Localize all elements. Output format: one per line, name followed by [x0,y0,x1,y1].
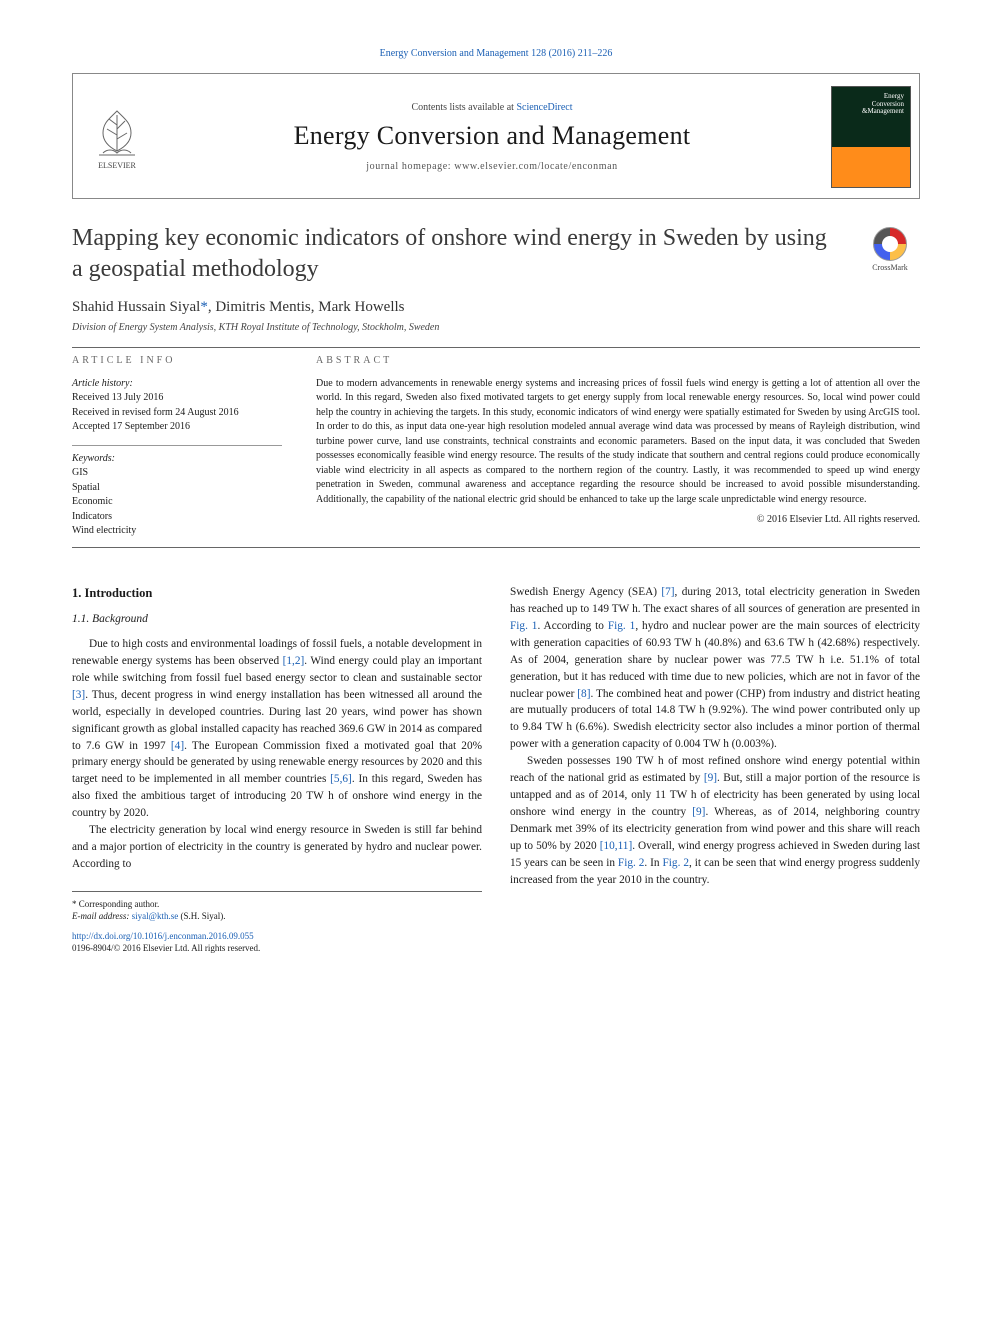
paragraph-4: Sweden possesses 190 TW h of most refine… [510,753,920,889]
article-title: Mapping key economic indicators of onsho… [72,223,840,285]
paragraph-2: The electricity generation by local wind… [72,822,482,873]
keywords-head: Keywords: [72,452,282,467]
crossmark-label: CrossMark [872,263,908,272]
p3c: . According to [537,620,607,632]
journal-cover-thumb: Energy Conversion &Management [831,86,911,188]
elsevier-label: ELSEVIER [98,161,136,170]
journal-reference: Energy Conversion and Management 128 (20… [72,48,920,59]
ref-4[interactable]: [4] [171,740,184,752]
ref-8[interactable]: [8] [577,688,590,700]
corresponding-marker-link[interactable]: * [200,299,208,315]
sciencedirect-link[interactable]: ScienceDirect [516,102,572,113]
abstract-copyright: © 2016 Elsevier Ltd. All rights reserved… [316,513,920,528]
p4e: . In [644,857,662,869]
column-left: 1. Introduction 1.1. Background Due to h… [72,584,482,955]
section-1-head: 1. Introduction [72,584,482,603]
history-head: Article history: [72,377,282,392]
issn-line: 0196-8904/© 2016 Elsevier Ltd. All right… [72,942,482,954]
journal-homepage: journal homepage: www.elsevier.com/locat… [153,161,831,172]
p3a: Swedish Energy Agency (SEA) [510,586,661,598]
journal-header: ELSEVIER Contents lists available at Sci… [72,73,920,199]
keywords-divider [72,445,282,446]
email-label: E-mail address: [72,911,132,921]
homepage-label: journal homepage: [366,161,454,172]
keyword-0: GIS [72,466,282,481]
abstract-head: ABSTRACT [316,354,920,369]
fig-2-link-b[interactable]: Fig. 2 [663,857,689,869]
contents-lists-line: Contents lists available at ScienceDirec… [153,102,831,113]
keyword-1: Spatial [72,481,282,496]
keyword-2: Economic [72,495,282,510]
homepage-url[interactable]: www.elsevier.com/locate/enconman [454,161,618,172]
ref-9b[interactable]: [9] [692,806,705,818]
fig-2-link[interactable]: Fig. 2 [618,857,644,869]
paragraph-1: Due to high costs and environmental load… [72,636,482,822]
email-tail: (S.H. Siyal). [178,911,225,921]
article-info: ARTICLE INFO Article history: Received 1… [72,354,282,539]
meta-divider-top [72,347,920,348]
keyword-4: Wind electricity [72,524,282,539]
paragraph-3: Swedish Energy Agency (SEA) [7], during … [510,584,920,753]
fig-1-link-b[interactable]: Fig. 1 [608,620,635,632]
journal-title: Energy Conversion and Management [153,121,831,151]
section-1-1-head: 1.1. Background [72,611,482,628]
ref-5-6[interactable]: [5,6] [330,773,352,785]
contents-lists-text: Contents lists available at [411,102,516,113]
authors-rest: , Dimitris Mentis, Mark Howells [208,299,405,315]
elsevier-tree-icon [89,105,145,161]
revised-date: Received in revised form 24 August 2016 [72,406,282,421]
meta-divider-bottom [72,547,920,548]
accepted-date: Accepted 17 September 2016 [72,420,282,435]
doi-link[interactable]: http://dx.doi.org/10.1016/j.enconman.201… [72,931,254,941]
footnote-block: * Corresponding author. E-mail address: … [72,891,482,955]
ref-10-11[interactable]: [10,11] [600,840,633,852]
crossmark-badge[interactable]: CrossMark [860,227,920,272]
author-1: Shahid Hussain Siyal [72,299,200,315]
abstract-text: Due to modern advancements in renewable … [316,377,920,508]
fig-1-link[interactable]: Fig. 1 [510,620,537,632]
column-right: Swedish Energy Agency (SEA) [7], during … [510,584,920,955]
author-email[interactable]: siyal@kth.se [132,911,179,921]
keyword-3: Indicators [72,510,282,525]
ref-9[interactable]: [9] [704,772,717,784]
cover-title: Energy Conversion &Management [862,93,904,116]
authors-line: Shahid Hussain Siyal*, Dimitris Mentis, … [72,299,920,316]
abstract-block: ABSTRACT Due to modern advancements in r… [316,354,920,539]
affiliation: Division of Energy System Analysis, KTH … [72,322,920,333]
corresponding-note: * Corresponding author. [72,898,482,910]
ref-3[interactable]: [3] [72,689,85,701]
received-date: Received 13 July 2016 [72,391,282,406]
ref-1-2[interactable]: [1,2] [283,655,305,667]
ref-7[interactable]: [7] [661,586,674,598]
crossmark-icon [873,227,907,261]
article-info-head: ARTICLE INFO [72,354,282,369]
elsevier-logo: ELSEVIER [81,105,153,170]
